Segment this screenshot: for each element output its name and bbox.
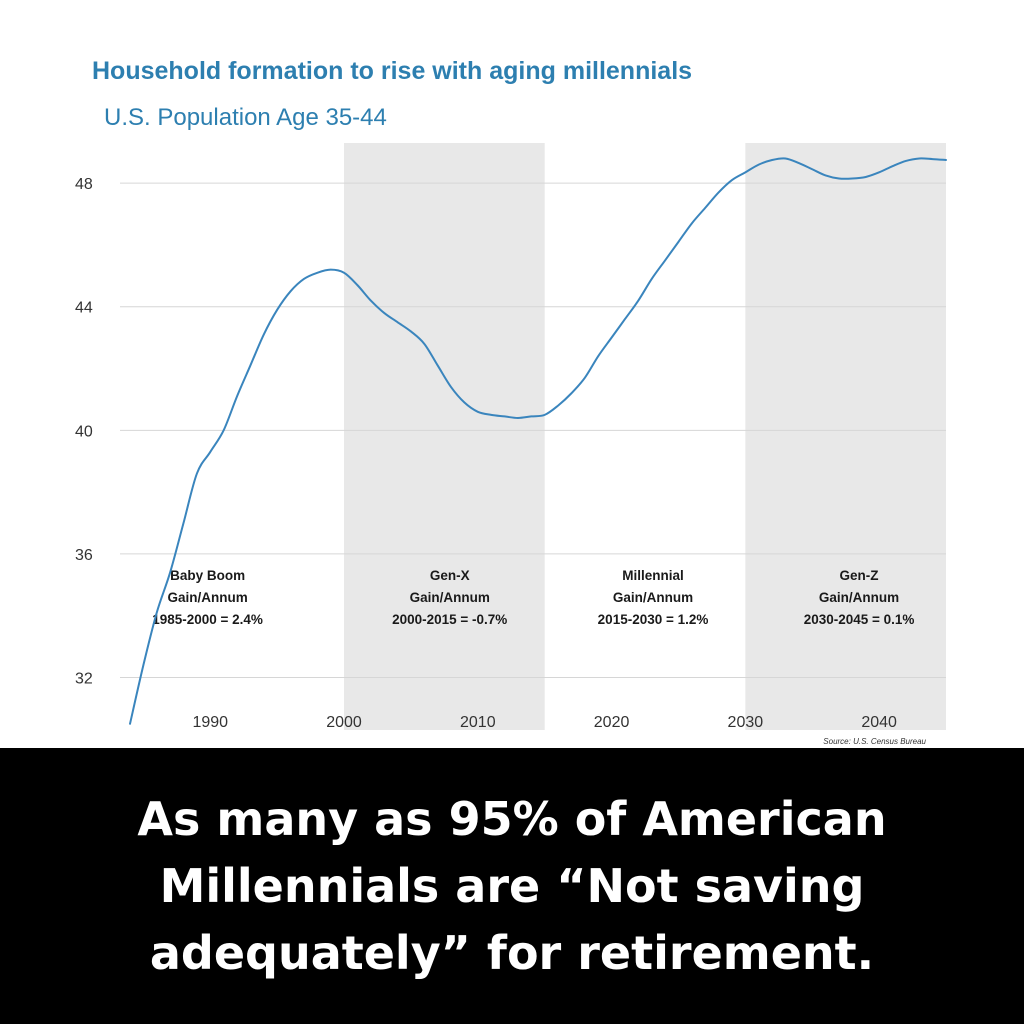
shaded-band-0 [344,143,545,730]
series-line-0 [129,157,947,725]
chart-subtitle: U.S. Population Age 35-44 [104,104,387,131]
era-label-3-line-0: Gen-Z [840,568,879,583]
chart-title: Household formation to rise with aging m… [92,57,693,85]
x-tick-label-2000: 2000 [326,714,362,731]
x-tick-label-2020: 2020 [594,714,630,731]
x-tick-label-2010: 2010 [460,714,496,731]
caption-text: As many as 95% of American Millennials a… [137,791,887,980]
line-chart: 32 36 40 44 48 1990 2000 2010 2020 2030 2040 Baby B… [75,143,947,746]
caption-banner: As many as 95% of American Millennials a… [0,748,1024,1024]
era-label-3-line-2: 2030-2045 = 0.1% [804,612,915,627]
era-label-1-line-0: Gen-X [430,568,470,583]
y-tick-label-32: 32 [75,670,93,687]
era-label-2-line-1: Gain/Annum [613,590,693,605]
y-tick-label-44: 44 [75,300,93,317]
era-label-0-line-0: Baby Boom [170,568,245,583]
era-label-2-line-0: Millennial [622,568,684,583]
y-tick-label-48: 48 [75,176,93,193]
era-label-1-line-1: Gain/Annum [410,590,490,605]
era-label-1-line-2: 2000-2015 = -0.7% [392,612,507,627]
shaded-band-1 [745,143,946,730]
era-label-3-line-1: Gain/Annum [819,590,899,605]
x-tick-label-2030: 2030 [728,714,764,731]
era-label-0-line-2: 1985-2000 = 2.4% [152,612,263,627]
source-note: Source: U.S. Census Bureau [823,737,926,746]
era-label-2-line-2: 2015-2030 = 1.2% [598,612,709,627]
y-tick-label-36: 36 [75,547,93,564]
y-tick-label-40: 40 [75,423,93,440]
x-tick-label-2040: 2040 [861,714,897,731]
era-label-0-line-1: Gain/Annum [167,590,247,605]
x-tick-label-1990: 1990 [192,714,228,731]
